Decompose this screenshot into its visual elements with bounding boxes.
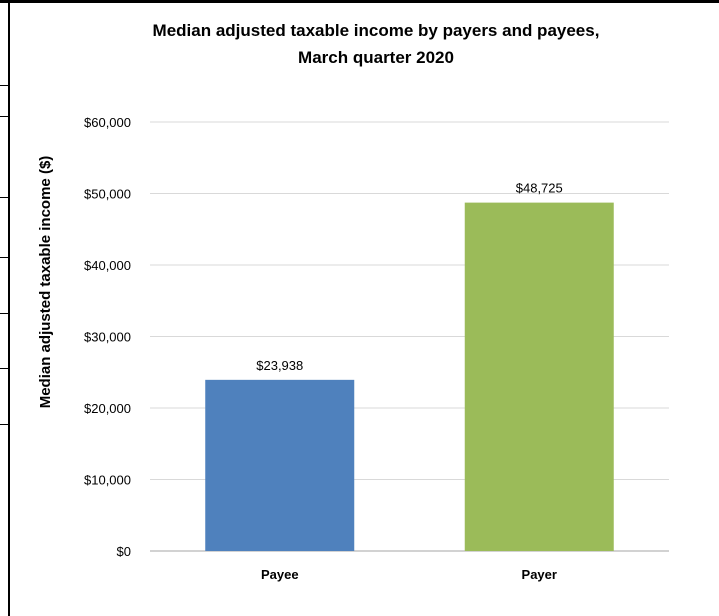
category-label-payer: Payer — [522, 567, 557, 582]
y-axis-title: Median adjusted taxable income ($) — [37, 156, 54, 409]
data-label-payee: $23,938 — [256, 358, 303, 373]
category-label-payee: Payee — [261, 567, 299, 582]
bar-payer — [464, 202, 614, 551]
data-label-payer: $48,725 — [516, 181, 563, 196]
y-tick-label: $60,000 — [84, 115, 131, 130]
y-tick-label: $10,000 — [84, 473, 131, 488]
chart-title-line1: Median adjusted taxable income by payers… — [153, 21, 600, 40]
y-axis-ticks: $0 $10,000 $20,000 $30,000 $40,000 $50,000 $60… — [84, 115, 131, 559]
y-tick-label: $50,000 — [84, 187, 131, 202]
y-tick-label: $30,000 — [84, 330, 131, 345]
left-border — [8, 0, 10, 616]
row-line — [0, 368, 8, 369]
bars — [205, 202, 614, 551]
row-line — [0, 116, 8, 117]
row-line — [0, 85, 8, 86]
chart-title-line2: March quarter 2020 — [298, 48, 454, 67]
data-labels: $23,938 $48,725 — [256, 181, 563, 373]
x-axis-categories: Payee Payer — [261, 567, 557, 582]
y-tick-label: $40,000 — [84, 258, 131, 273]
y-tick-label: $0 — [117, 544, 131, 559]
y-tick-label: $20,000 — [84, 401, 131, 416]
top-border — [0, 0, 719, 3]
row-line — [0, 424, 8, 425]
row-line — [0, 257, 8, 258]
row-line — [0, 197, 8, 198]
row-line — [0, 313, 8, 314]
bar-payee — [205, 379, 355, 551]
